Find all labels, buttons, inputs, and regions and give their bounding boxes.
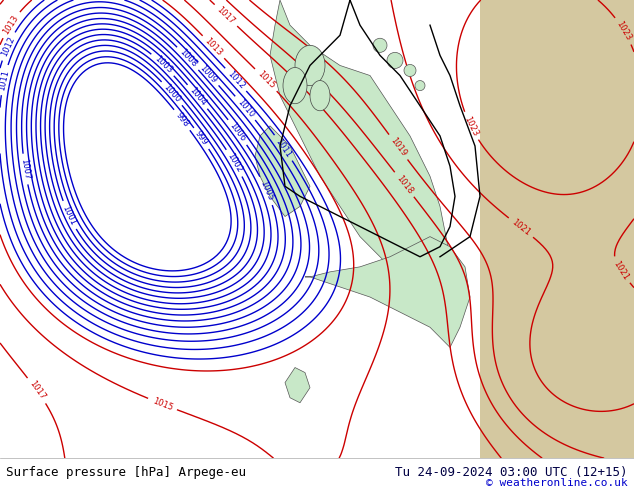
- Text: 1021: 1021: [611, 259, 630, 282]
- Polygon shape: [305, 237, 470, 347]
- Circle shape: [387, 52, 403, 69]
- Text: 1001: 1001: [60, 204, 77, 227]
- Text: 1017: 1017: [27, 379, 47, 402]
- Circle shape: [373, 38, 387, 52]
- Text: 1015: 1015: [151, 396, 174, 412]
- Polygon shape: [480, 0, 634, 458]
- Text: 1013: 1013: [1, 13, 20, 36]
- Text: 1002: 1002: [225, 151, 243, 174]
- Text: 1009: 1009: [198, 63, 219, 85]
- Text: 1010: 1010: [235, 97, 256, 119]
- Polygon shape: [285, 368, 310, 403]
- Text: 1012: 1012: [0, 35, 16, 57]
- Text: 1021: 1021: [510, 218, 532, 238]
- Text: 1007: 1007: [19, 158, 31, 180]
- Text: 1011: 1011: [274, 137, 293, 159]
- Text: 1006: 1006: [228, 121, 247, 144]
- Text: 1011: 1011: [0, 69, 11, 91]
- Ellipse shape: [283, 68, 307, 104]
- Text: 998: 998: [174, 111, 190, 129]
- Text: © weatheronline.co.uk: © weatheronline.co.uk: [486, 478, 628, 489]
- Text: 1018: 1018: [394, 173, 415, 196]
- Circle shape: [404, 65, 416, 76]
- Circle shape: [415, 80, 425, 91]
- Text: 999: 999: [193, 129, 210, 147]
- Text: 1000: 1000: [162, 82, 183, 104]
- Text: 1012: 1012: [225, 69, 246, 90]
- Polygon shape: [255, 126, 310, 217]
- Text: 1015: 1015: [256, 69, 276, 91]
- Text: Tu 24-09-2024 03:00 UTC (12+15): Tu 24-09-2024 03:00 UTC (12+15): [395, 466, 628, 479]
- Text: 1017: 1017: [215, 5, 236, 26]
- Text: 1008: 1008: [178, 48, 198, 69]
- Text: 1019: 1019: [389, 136, 408, 158]
- Text: 1004: 1004: [188, 86, 208, 108]
- Text: 1005: 1005: [258, 179, 275, 202]
- Text: 1003: 1003: [152, 54, 174, 75]
- Text: 1013: 1013: [203, 36, 224, 58]
- Text: 1023: 1023: [614, 20, 633, 42]
- Ellipse shape: [295, 45, 325, 86]
- Text: Surface pressure [hPa] Arpege-eu: Surface pressure [hPa] Arpege-eu: [6, 466, 247, 479]
- Polygon shape: [270, 0, 450, 297]
- Text: 1023: 1023: [462, 115, 479, 138]
- Ellipse shape: [310, 80, 330, 111]
